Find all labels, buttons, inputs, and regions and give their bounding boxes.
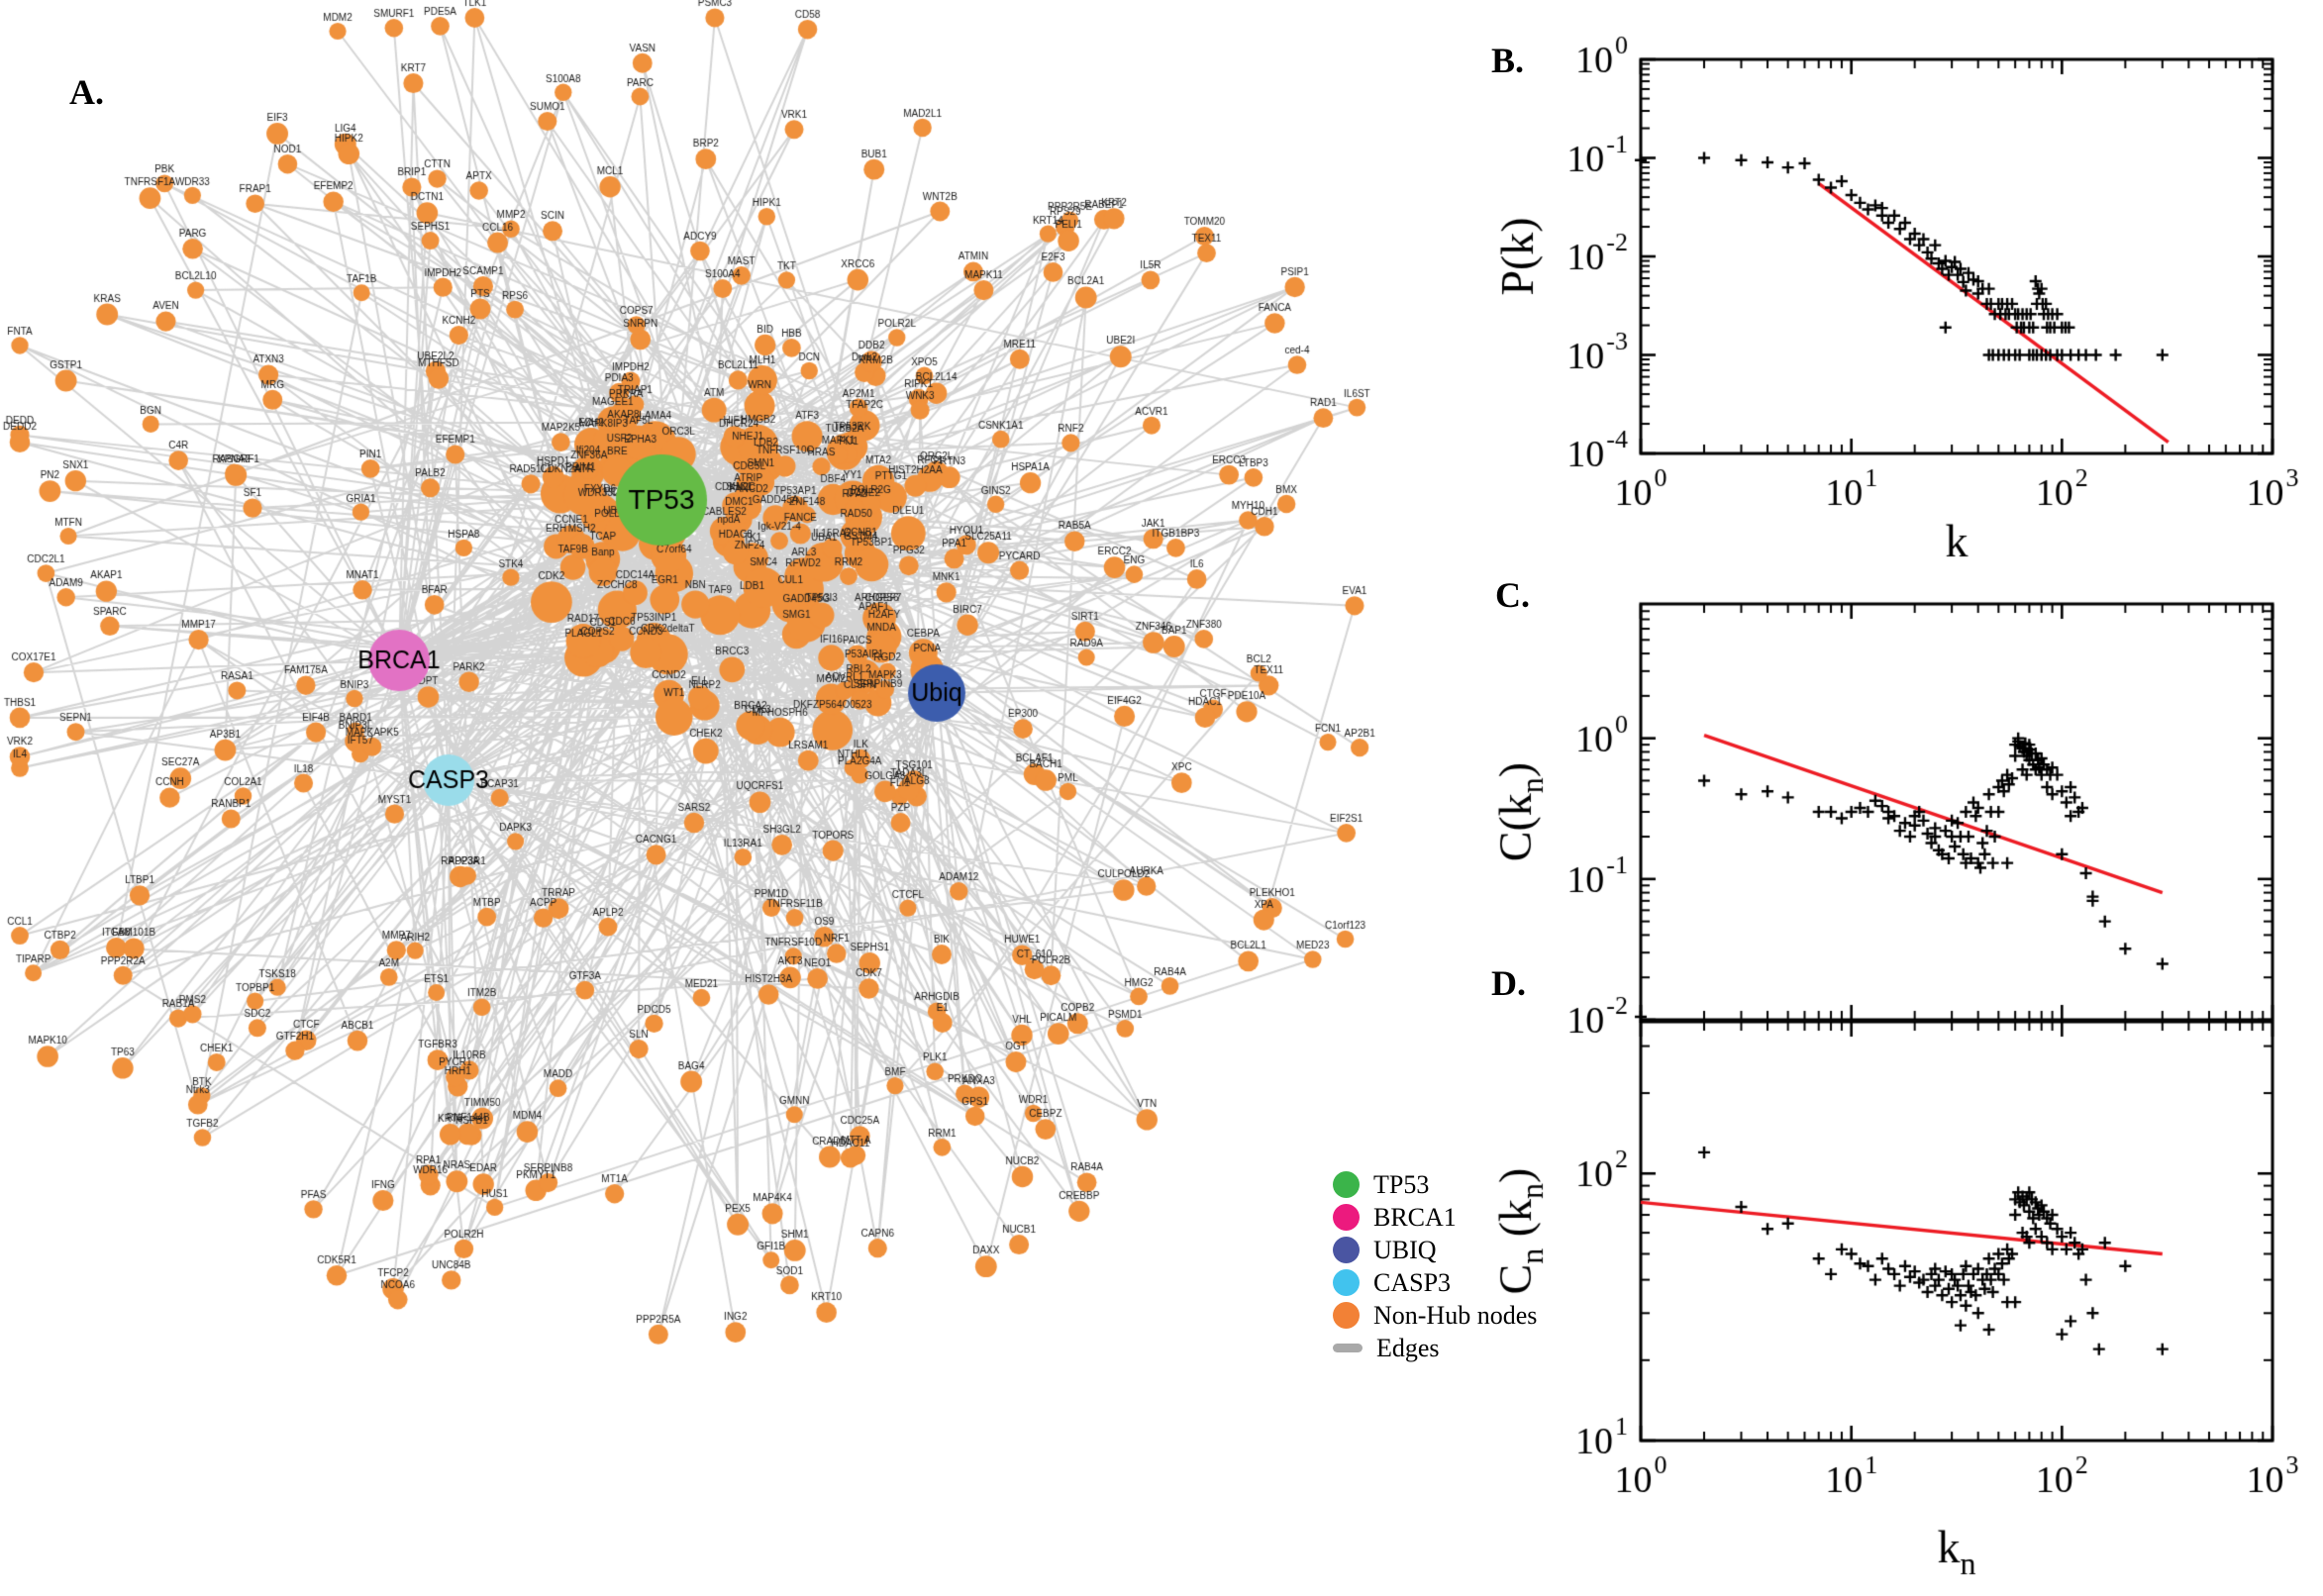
legend-label-edges: Edges [1376, 1333, 1440, 1362]
edge-swatch-icon [1333, 1344, 1363, 1352]
legend-label-brca1: BRCA1 [1373, 1202, 1457, 1232]
panel-b-label: B. [1491, 41, 1525, 80]
legend-item-casp3: CASP3 [1333, 1266, 1537, 1299]
chart-b-canvas [1475, 14, 2323, 588]
chart-d-canvas [1475, 1020, 2323, 1596]
legend-label-nonhub: Non-Hub nodes [1373, 1300, 1538, 1330]
network-legend: TP53 BRCA1 UBIQ CASP3 Non-Hub nodes Edge… [1333, 1168, 1537, 1364]
brca1-swatch-icon [1333, 1204, 1360, 1231]
chart-c-canvas [1475, 574, 2323, 1049]
legend-label-ubiq: UBIQ [1373, 1235, 1437, 1264]
legend-item-nonhub: Non-Hub nodes [1333, 1299, 1537, 1332]
tp53-swatch-icon [1333, 1171, 1360, 1198]
panel-d-label: D. [1491, 963, 1526, 1003]
legend-label-casp3: CASP3 [1373, 1267, 1452, 1297]
ubiq-swatch-icon [1333, 1237, 1360, 1263]
legend-item-brca1: BRCA1 [1333, 1201, 1537, 1234]
network-canvas [0, 0, 1465, 1596]
panel-c-label: C. [1495, 575, 1530, 615]
legend-item-edges: Edges [1333, 1332, 1537, 1364]
panel-a-label: A. [69, 72, 104, 112]
legend-label-tp53: TP53 [1373, 1169, 1430, 1199]
casp3-swatch-icon [1333, 1269, 1360, 1296]
legend-item-tp53: TP53 [1333, 1168, 1537, 1201]
nonhub-swatch-icon [1333, 1302, 1360, 1329]
legend-item-ubiq: UBIQ [1333, 1234, 1537, 1266]
